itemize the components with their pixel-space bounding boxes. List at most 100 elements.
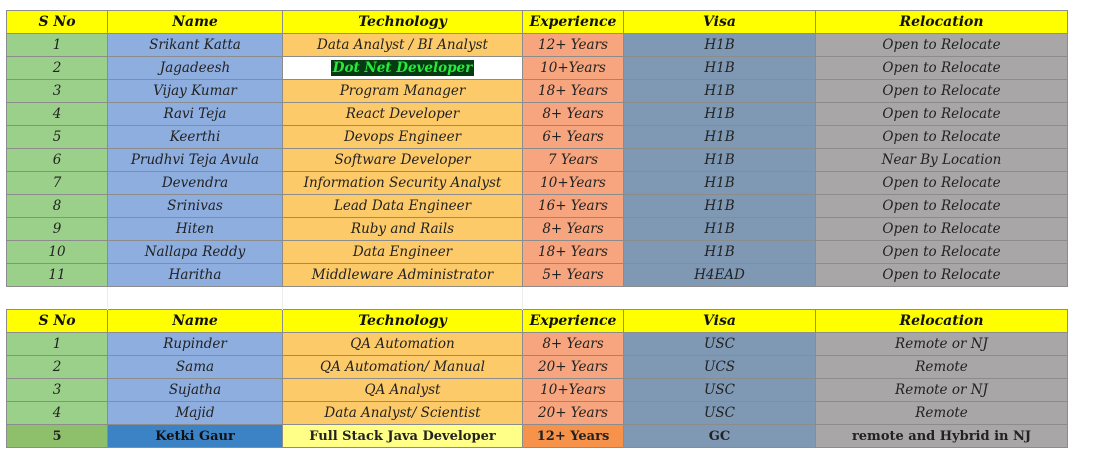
- cell-experience[interactable]: 10+Years: [522, 378, 624, 402]
- cell-sno[interactable]: 6: [6, 148, 108, 172]
- cell-visa[interactable]: H1B: [623, 240, 816, 264]
- empty-cell[interactable]: [282, 286, 523, 310]
- cell-relocation[interactable]: Open to Relocate: [815, 240, 1068, 264]
- cell-experience[interactable]: 6+ Years: [522, 125, 624, 149]
- empty-cell[interactable]: [107, 286, 283, 310]
- cell-relocation[interactable]: Open to Relocate: [815, 125, 1068, 149]
- cell-name[interactable]: Vijay Kumar: [107, 79, 283, 103]
- cell-technology[interactable]: Data Analyst/ Scientist: [282, 401, 523, 425]
- cell-name[interactable]: Sujatha: [107, 378, 283, 402]
- header-experience[interactable]: Experience: [522, 10, 624, 34]
- cell-name[interactable]: Haritha: [107, 263, 283, 287]
- cell-experience[interactable]: 12+ Years: [522, 424, 624, 448]
- cell-name[interactable]: Srikant Katta: [107, 33, 283, 57]
- cell-sno[interactable]: 7: [6, 171, 108, 195]
- cell-visa[interactable]: UCS: [623, 355, 816, 379]
- cell-experience[interactable]: 8+ Years: [522, 332, 624, 356]
- cell-visa[interactable]: USC: [623, 378, 816, 402]
- cell-sno[interactable]: 5: [6, 424, 108, 448]
- cell-name[interactable]: Hiten: [107, 217, 283, 241]
- cell-technology[interactable]: Full Stack Java Developer: [282, 424, 523, 448]
- cell-visa[interactable]: GC: [623, 424, 816, 448]
- cell-experience[interactable]: 18+ Years: [522, 240, 624, 264]
- header-visa[interactable]: Visa: [623, 309, 816, 333]
- header-technology[interactable]: Technology: [282, 309, 523, 333]
- header-name[interactable]: Name: [107, 309, 283, 333]
- cell-experience[interactable]: 16+ Years: [522, 194, 624, 218]
- cell-name[interactable]: Rupinder: [107, 332, 283, 356]
- cell-visa[interactable]: H1B: [623, 194, 816, 218]
- cell-name[interactable]: Jagadeesh: [107, 56, 283, 80]
- cell-relocation[interactable]: Open to Relocate: [815, 194, 1068, 218]
- cell-technology[interactable]: Middleware Administrator: [282, 263, 523, 287]
- cell-relocation[interactable]: Open to Relocate: [815, 79, 1068, 103]
- cell-technology[interactable]: React Developer: [282, 102, 523, 126]
- header-relocation[interactable]: Relocation: [815, 10, 1068, 34]
- cell-relocation[interactable]: Open to Relocate: [815, 263, 1068, 287]
- cell-visa[interactable]: H1B: [623, 125, 816, 149]
- cell-experience[interactable]: 20+ Years: [522, 355, 624, 379]
- cell-name[interactable]: Ravi Teja: [107, 102, 283, 126]
- cell-relocation[interactable]: Remote: [815, 355, 1068, 379]
- cell-sno[interactable]: 3: [6, 378, 108, 402]
- cell-name[interactable]: Srinivas: [107, 194, 283, 218]
- cell-visa[interactable]: USC: [623, 332, 816, 356]
- cell-experience[interactable]: 18+ Years: [522, 79, 624, 103]
- cell-visa[interactable]: H1B: [623, 79, 816, 103]
- cell-experience[interactable]: 20+ Years: [522, 401, 624, 425]
- cell-technology[interactable]: Lead Data Engineer: [282, 194, 523, 218]
- cell-sno[interactable]: 9: [6, 217, 108, 241]
- cell-name[interactable]: Nallapa Reddy: [107, 240, 283, 264]
- cell-relocation[interactable]: Remote or NJ: [815, 332, 1068, 356]
- cell-relocation[interactable]: Open to Relocate: [815, 171, 1068, 195]
- cell-relocation[interactable]: Open to Relocate: [815, 56, 1068, 80]
- empty-cell[interactable]: [815, 286, 1068, 310]
- cell-visa[interactable]: H4EAD: [623, 263, 816, 287]
- header-name[interactable]: Name: [107, 10, 283, 34]
- cell-name[interactable]: Keerthi: [107, 125, 283, 149]
- cell-sno[interactable]: 3: [6, 79, 108, 103]
- cell-name[interactable]: Prudhvi Teja Avula: [107, 148, 283, 172]
- cell-visa[interactable]: H1B: [623, 33, 816, 57]
- cell-technology[interactable]: Program Manager: [282, 79, 523, 103]
- cell-visa[interactable]: H1B: [623, 171, 816, 195]
- cell-relocation[interactable]: Open to Relocate: [815, 33, 1068, 57]
- cell-technology[interactable]: QA Automation/ Manual: [282, 355, 523, 379]
- cell-sno[interactable]: 11: [6, 263, 108, 287]
- cell-sno[interactable]: 5: [6, 125, 108, 149]
- cell-relocation[interactable]: Open to Relocate: [815, 102, 1068, 126]
- cell-relocation[interactable]: Open to Relocate: [815, 217, 1068, 241]
- header-experience[interactable]: Experience: [522, 309, 624, 333]
- cell-sno[interactable]: 2: [6, 355, 108, 379]
- cell-visa[interactable]: H1B: [623, 102, 816, 126]
- cell-experience[interactable]: 10+Years: [522, 171, 624, 195]
- cell-name[interactable]: Sama: [107, 355, 283, 379]
- cell-sno[interactable]: 1: [6, 33, 108, 57]
- cell-experience[interactable]: 5+ Years: [522, 263, 624, 287]
- cell-technology[interactable]: Dot Net Developer: [282, 56, 523, 80]
- cell-sno[interactable]: 4: [6, 102, 108, 126]
- cell-visa[interactable]: USC: [623, 401, 816, 425]
- cell-sno[interactable]: 4: [6, 401, 108, 425]
- cell-technology[interactable]: Information Security Analyst: [282, 171, 523, 195]
- header-sno[interactable]: S No: [6, 309, 108, 333]
- cell-relocation[interactable]: Remote or NJ: [815, 378, 1068, 402]
- header-sno[interactable]: S No: [6, 10, 108, 34]
- cell-name[interactable]: Majid: [107, 401, 283, 425]
- cell-technology[interactable]: Software Developer: [282, 148, 523, 172]
- cell-technology[interactable]: Data Analyst / BI Analyst: [282, 33, 523, 57]
- cell-relocation[interactable]: Remote: [815, 401, 1068, 425]
- cell-experience[interactable]: 12+ Years: [522, 33, 624, 57]
- cell-name[interactable]: Devendra: [107, 171, 283, 195]
- empty-cell[interactable]: [6, 286, 108, 310]
- cell-visa[interactable]: H1B: [623, 148, 816, 172]
- cell-relocation[interactable]: remote and Hybrid in NJ: [815, 424, 1068, 448]
- empty-cell[interactable]: [522, 286, 624, 310]
- cell-sno[interactable]: 1: [6, 332, 108, 356]
- cell-technology[interactable]: Devops Engineer: [282, 125, 523, 149]
- cell-sno[interactable]: 10: [6, 240, 108, 264]
- cell-technology[interactable]: Data Engineer: [282, 240, 523, 264]
- header-technology[interactable]: Technology: [282, 10, 523, 34]
- cell-experience[interactable]: 8+ Years: [522, 102, 624, 126]
- cell-visa[interactable]: H1B: [623, 56, 816, 80]
